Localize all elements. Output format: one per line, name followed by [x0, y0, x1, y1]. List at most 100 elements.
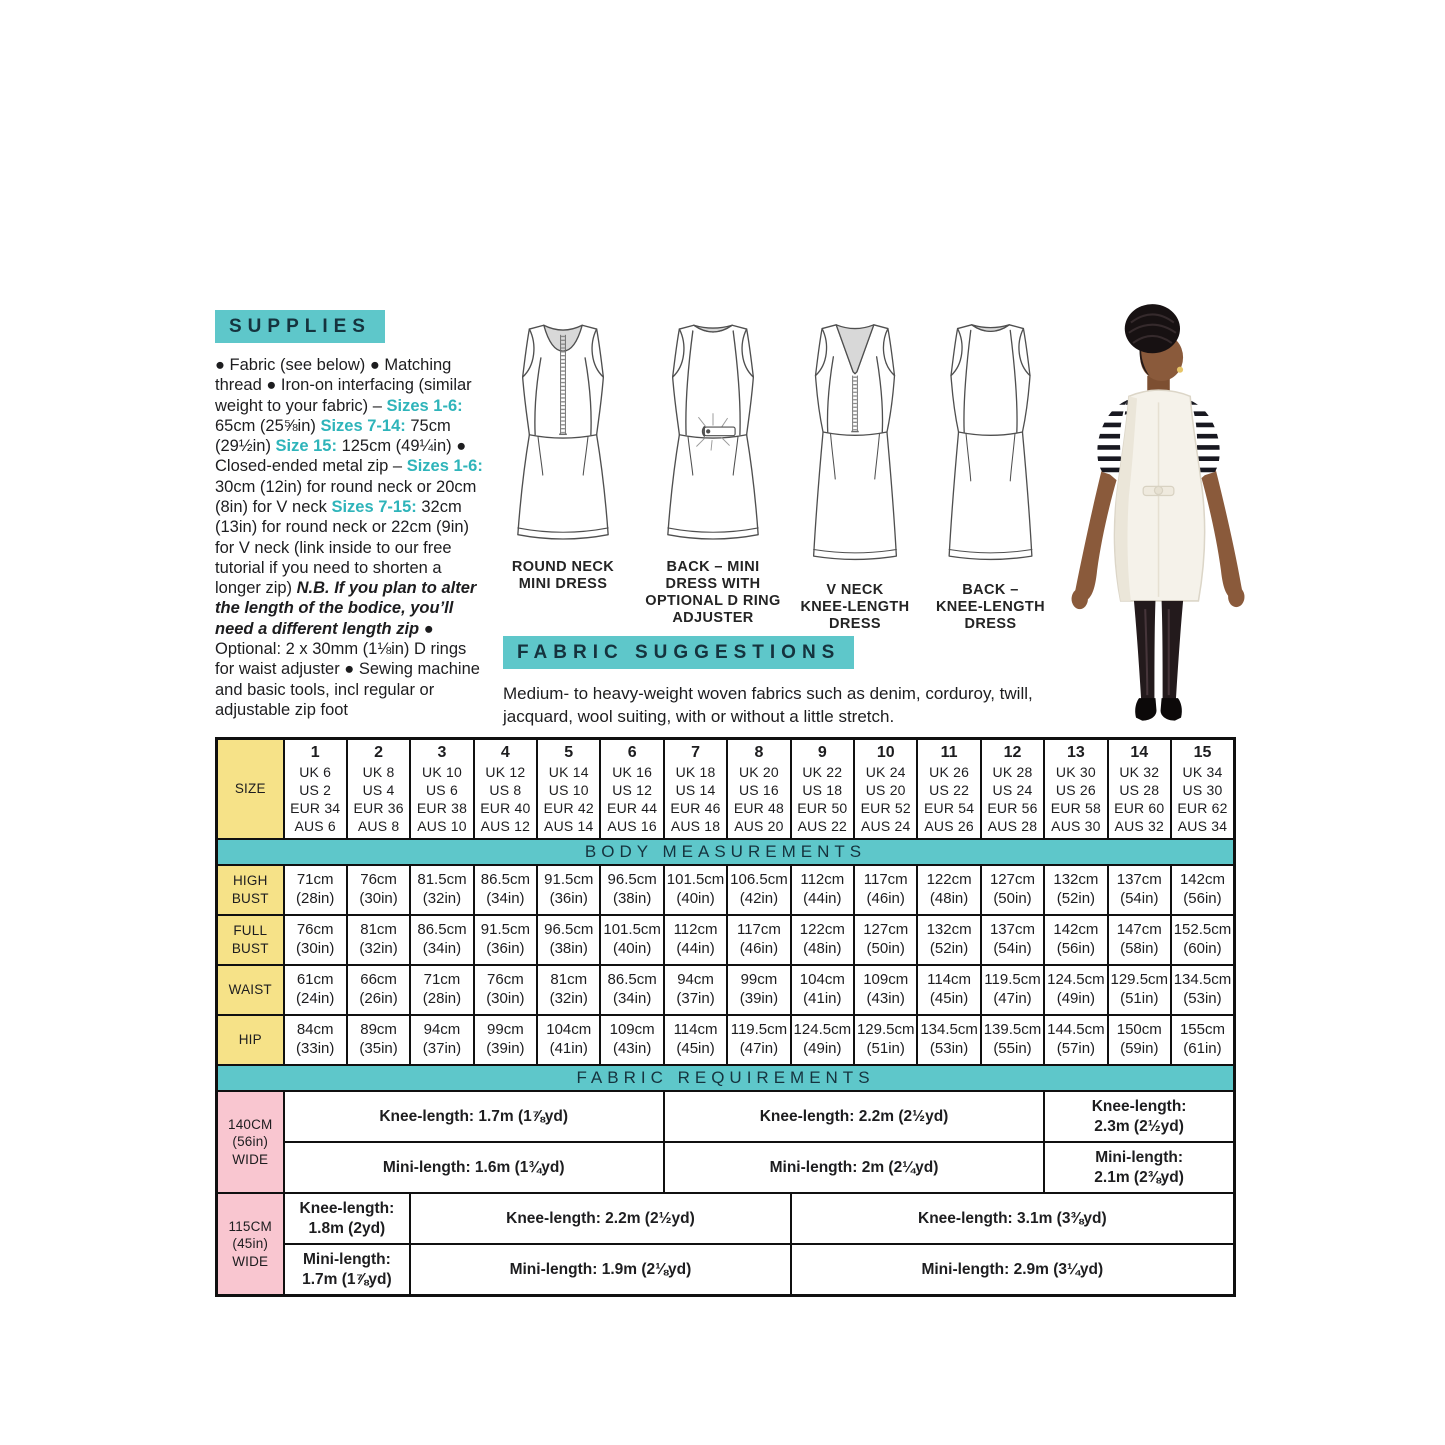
size-eur: EUR 44 [607, 800, 658, 816]
measurement-cm: 86.5cm [417, 921, 467, 939]
size-column-header: 9 UK 22 US 18 EUR 50 AUS 22 [789, 737, 856, 840]
size-uk: UK 12 [485, 763, 526, 780]
measurement-cm: 142cm [1179, 871, 1225, 889]
measurement-cell: 101.5cm (40in) [662, 864, 729, 916]
measurement-cm: 104cm [799, 971, 845, 989]
measurement-in: (49in) [1056, 990, 1096, 1007]
text-run: 75cm (29½in) [215, 416, 451, 456]
measurement-cell: 66cm (26in) [345, 964, 412, 1016]
zip-detail [559, 334, 567, 436]
measurement-in: (51in) [866, 1040, 905, 1057]
measurement-in: (51in) [1120, 990, 1159, 1007]
measurement-in: (37in) [422, 1040, 462, 1057]
measurement-cm: 134.5cm [920, 1021, 978, 1039]
fabric-requirement-line: Mini-length: 1.9m (2⅛yd) [509, 1260, 692, 1278]
measurement-cm: 101.5cm [666, 871, 725, 889]
measurement-cell: 91.5cm (36in) [536, 864, 602, 916]
measurement-in: (26in) [359, 990, 398, 1007]
measurement-cm: 96.5cm [544, 921, 594, 939]
measurement-in: (39in) [486, 1040, 525, 1057]
size-number: 7 [691, 743, 700, 761]
measurement-row-label: WAIST [215, 964, 285, 1016]
measurement-cm: 99cm [740, 971, 778, 989]
measurement-cell: 137cm (54in) [1106, 864, 1172, 916]
measurement-cell: 109cm (43in) [599, 1014, 665, 1066]
measurement-cm: 124.5cm [793, 1021, 852, 1039]
size-us: US 6 [426, 781, 458, 798]
fabric-requirement-cell: Mini-length: 2.1m (2⅜yd) [1043, 1141, 1236, 1194]
measurement-cell: 99cm (39in) [472, 1014, 539, 1066]
measurement-cell: 96.5cm (38in) [599, 864, 665, 916]
measurement-row: HIP 84cm (33in) 89cm (35in) 94cm (37in) 99cm (39… [215, 1014, 1236, 1066]
drawing-round-neck-mini: ROUND NECK MINI DRESS [488, 306, 638, 593]
measurement-cell: 112cm (44in) [789, 864, 856, 916]
measurement-cell: 104cm (41in) [789, 964, 856, 1016]
size-aus: AUS 18 [670, 818, 721, 835]
measurement-cm: 94cm [423, 1021, 461, 1039]
fabric-requirement-row: 140CM (56in) WIDE Knee-length: 1.7m (1⅞yd… [215, 1090, 1236, 1194]
size-aus: AUS 26 [924, 818, 974, 835]
size-uk: UK 14 [548, 763, 589, 780]
measurement-in: (38in) [549, 940, 588, 957]
model-photo-illustration [1071, 304, 1245, 721]
measurement-in: (41in) [549, 1040, 588, 1057]
measurement-cm: 134.5cm [1173, 971, 1232, 989]
measurement-in: (34in) [486, 890, 525, 907]
measurement-in: (38in) [612, 890, 652, 907]
left-hand [1071, 588, 1088, 610]
measurement-cell: 71cm (28in) [282, 864, 348, 916]
size-column-header: 11 UK 26 US 22 EUR 54 AUS 26 [916, 737, 982, 840]
measurement-cm: 86.5cm [480, 871, 530, 889]
size-range-highlight: Sizes 1-6: [386, 396, 463, 415]
fabric-width-label: 140CM (56in) WIDE [215, 1090, 285, 1194]
model-photo [1055, 296, 1260, 736]
measurement-cm: 61cm [296, 971, 334, 989]
fabric-requirement-cell: Knee-length: 2.2m (2½yd) [662, 1090, 1046, 1143]
size-aus: AUS 24 [860, 818, 911, 835]
size-number: 13 [1066, 743, 1085, 761]
fabric-requirement-line: Mini-length: 1.6m (1¾yd) [382, 1158, 565, 1176]
measurement-cm: 81.5cm [417, 871, 467, 889]
measurement-cm: 104cm [546, 1021, 592, 1039]
measurement-cell: 94cm (37in) [662, 964, 729, 1016]
size-uk: UK 16 [612, 763, 653, 780]
size-aus: AUS 10 [417, 818, 467, 835]
size-us: US 14 [675, 781, 716, 798]
measurement-cm: 96.5cm [607, 871, 657, 889]
size-aus: AUS 28 [987, 818, 1038, 835]
measurement-cm: 132cm [926, 921, 972, 939]
measurement-in: (49in) [803, 1040, 842, 1057]
size-us: US 20 [865, 781, 906, 798]
fabric-requirement-cell: Knee-length: 3.1m (3⅜yd) [789, 1192, 1236, 1245]
size-eur: EUR 40 [480, 800, 531, 816]
measurement-cell: 84cm (33in) [282, 1014, 348, 1066]
measurement-in: (43in) [612, 1040, 652, 1057]
body-measurements-band: BODY MEASUREMENTS [215, 838, 1236, 866]
fabric-requirement-line: Knee-length: [299, 1200, 395, 1218]
measurement-in: (47in) [739, 1040, 779, 1057]
measurement-cm: 124.5cm [1047, 971, 1105, 989]
measurement-in: (40in) [676, 890, 715, 907]
drawing-v-neck-knee: V NECK KNEE-LENGTH DRESS [780, 306, 930, 633]
size-us: US 10 [548, 781, 589, 798]
fabric-requirement-cell: Mini-length: 1.6m (1¾yd) [282, 1141, 665, 1194]
text-run: 30cm (12in) for round neck or 20cm (8in)… [215, 477, 477, 516]
measurement-cell: 122cm (48in) [916, 864, 982, 916]
fabric-suggestions-section: FABRIC SUGGESTIONS Medium- to heavy-weig… [503, 636, 1051, 729]
measurement-cell: 117cm (46in) [726, 914, 792, 966]
size-chart-table: SIZE 1 UK 6 US 2 EUR 34 AUS 6 2 UK 8 US 4 EUR 36 A… [215, 737, 1236, 1297]
size-eur: EUR 56 [987, 800, 1038, 816]
measurement-cell: 89cm (35in) [345, 1014, 412, 1066]
fabric-requirement-cell: Mini-length: 2m (2¼yd) [662, 1141, 1046, 1194]
size-us: US 16 [738, 781, 779, 798]
measurement-in: (43in) [866, 990, 905, 1007]
fabric-suggestions-text: Medium- to heavy-weight woven fabrics su… [503, 684, 1033, 726]
size-uk: UK 22 [802, 763, 843, 780]
fabric-requirement-cell: Mini-length: 2.9m (3¼yd) [789, 1243, 1236, 1297]
shoes [1135, 698, 1182, 721]
measurement-in: (36in) [549, 890, 588, 907]
drawing-caption: BACK – MINI DRESS WITH OPTIONAL D RING A… [645, 559, 781, 627]
right-hand [1228, 586, 1245, 608]
measurement-cell: 127cm (50in) [853, 914, 919, 966]
